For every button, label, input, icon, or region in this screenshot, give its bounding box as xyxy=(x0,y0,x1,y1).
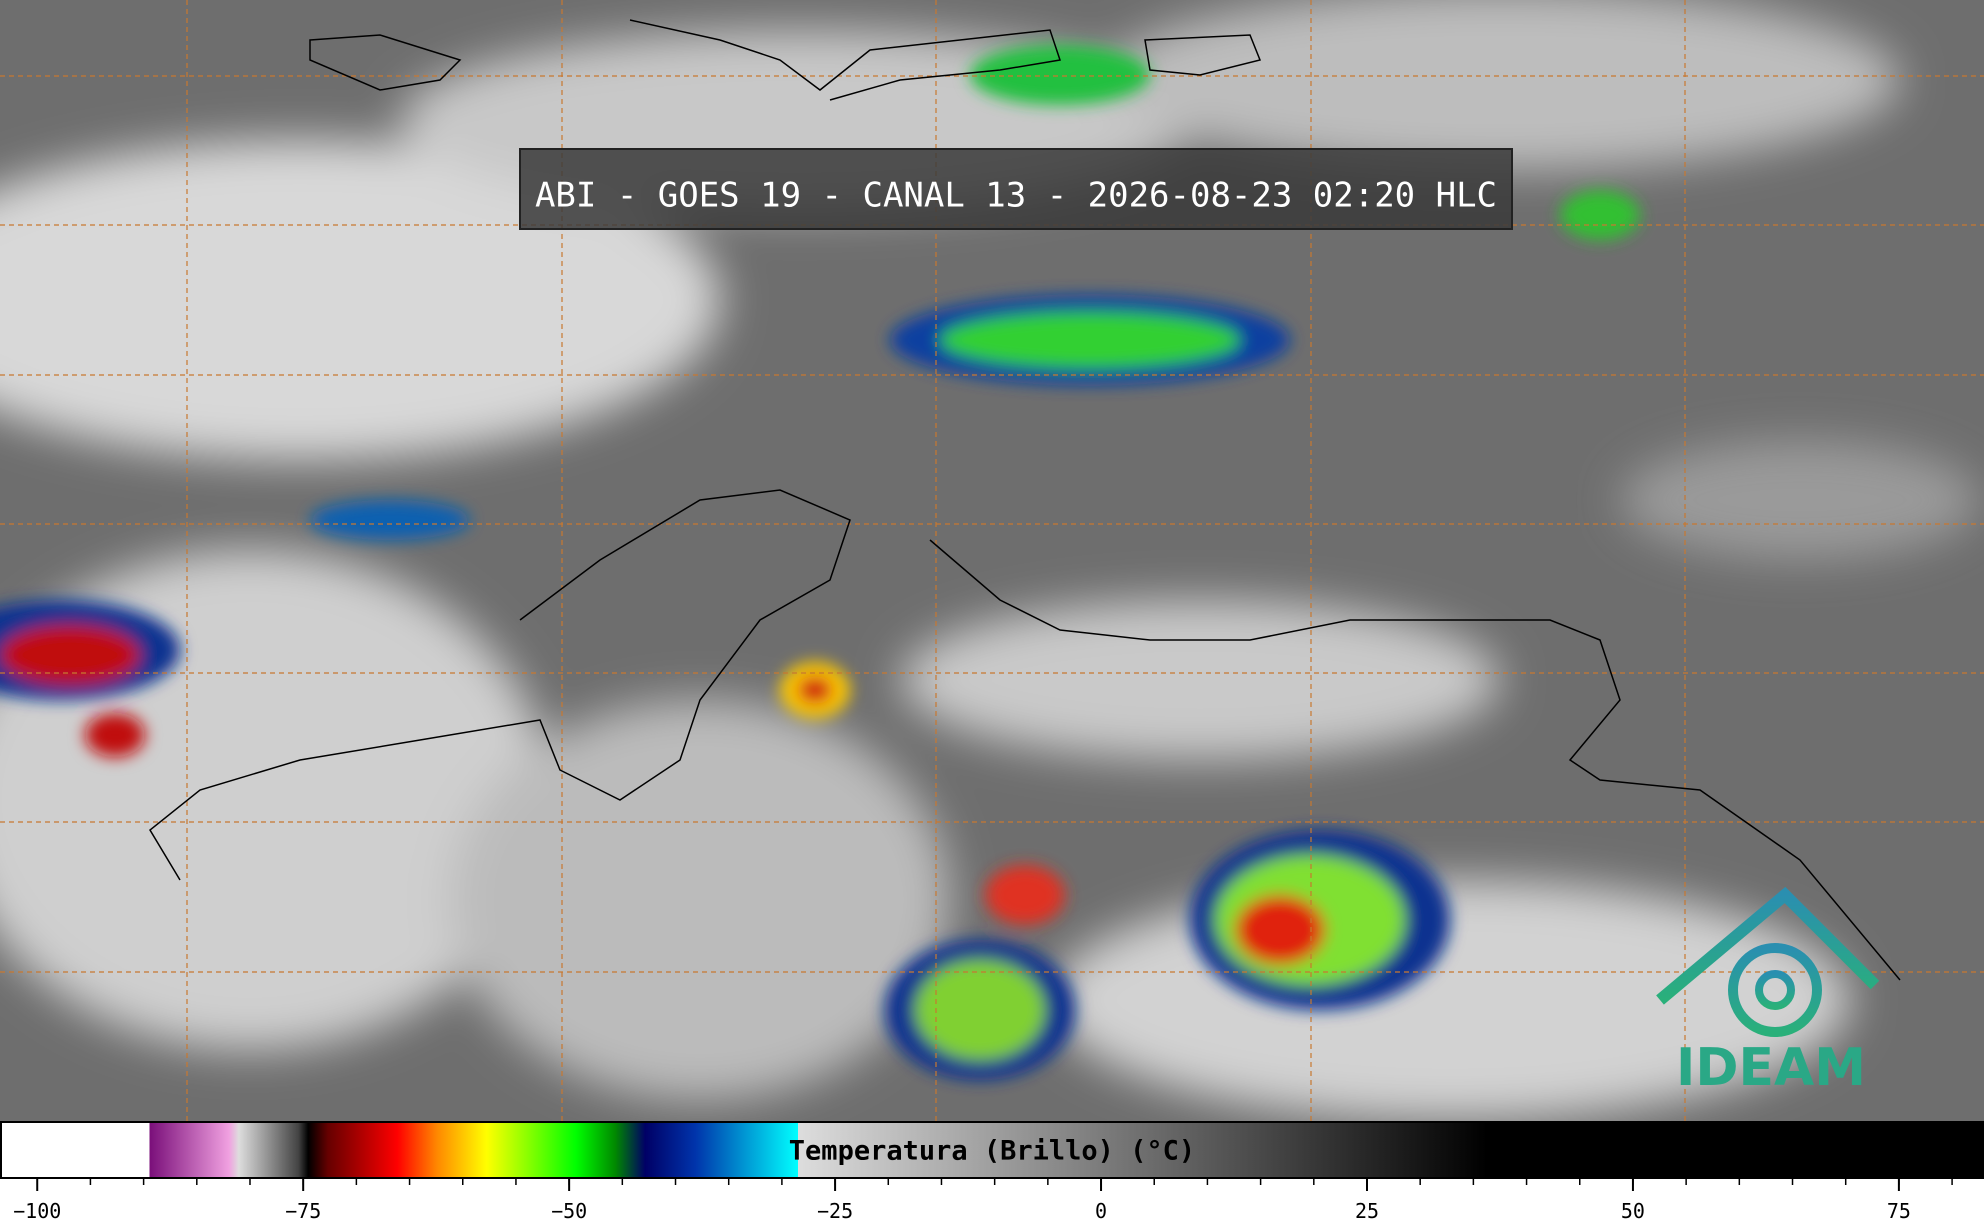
tick-label: 50 xyxy=(1621,1199,1645,1222)
tick-label: 0 xyxy=(1095,1199,1107,1222)
tick-label: 75 xyxy=(1887,1199,1911,1222)
convection-layer xyxy=(0,45,1640,1080)
coastlines xyxy=(149,19,1901,981)
colorbar-ramp xyxy=(0,1121,1984,1179)
title-box: ABI - GOES 19 - CANAL 13 - 2026-08-23 02… xyxy=(519,148,1513,230)
tick-label: −50 xyxy=(551,1199,587,1222)
title: ABI - GOES 19 - CANAL 13 - 2026-08-23 02… xyxy=(535,176,1497,216)
tick-label: −75 xyxy=(285,1199,321,1222)
colorbar: Temperatura (Brillo) (°C) −100 −75 −50 −25 0… xyxy=(0,1121,1984,1222)
logo: IDEAM xyxy=(1656,886,1880,1098)
colorbar-label: Temperatura (Brillo) (°C) xyxy=(789,1136,1195,1167)
logo-text: IDEAM xyxy=(1676,1038,1866,1098)
tick-label: −25 xyxy=(817,1199,853,1222)
tick-label: −100 xyxy=(13,1199,61,1222)
tick-label: 25 xyxy=(1355,1199,1379,1222)
